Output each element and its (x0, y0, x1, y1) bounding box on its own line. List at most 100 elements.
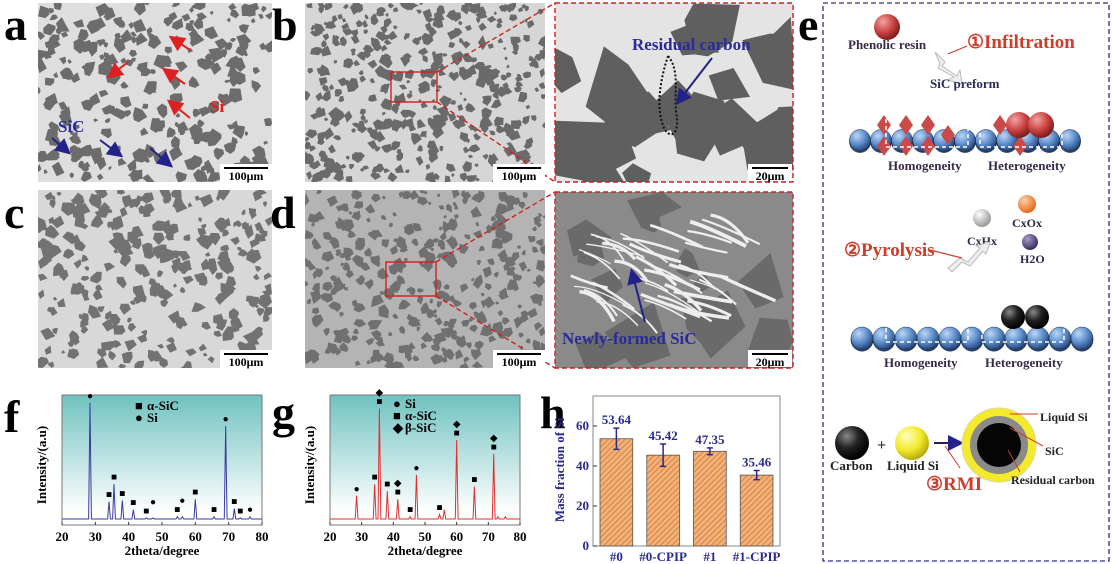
sic-grain (179, 129, 186, 136)
sic-grain (152, 244, 163, 260)
sic-grain (108, 350, 117, 361)
sic-grain (399, 118, 409, 130)
sic-grain (428, 154, 436, 161)
plus-sign: + (877, 437, 886, 454)
sic-grain (264, 11, 272, 20)
sic-grain (74, 212, 85, 228)
sic-grain (80, 276, 90, 282)
sic-grain (742, 33, 793, 90)
newly-formed-sic-streak (595, 235, 645, 259)
sic-grain (310, 25, 316, 31)
newly-formed-sic-streak (657, 294, 713, 323)
y-axis-label: Intensity/(a.u) (302, 426, 317, 504)
sic-grain (369, 278, 374, 284)
sic-grain (386, 118, 393, 123)
residual-carbon-outline (658, 54, 678, 136)
sic-grain (136, 61, 148, 76)
sic-grain (372, 13, 378, 18)
sic-grain (575, 332, 626, 368)
sic-grain (497, 37, 504, 44)
sic-grain (425, 163, 431, 170)
new-sic-arrow (627, 268, 646, 323)
x-tick-label: 50 (156, 529, 169, 544)
sic-grain (321, 250, 335, 262)
sic-grain (406, 3, 419, 11)
sic-grain (488, 83, 500, 94)
sic-grain (166, 337, 175, 344)
sic-grain (472, 62, 487, 72)
sic-grain (443, 214, 447, 219)
ring-sic-label: SiC (1045, 444, 1064, 458)
peak-marker: ■ (237, 506, 243, 517)
sic-grain (418, 84, 431, 94)
sic-grain (60, 269, 69, 282)
x-axis-label: 2theta/degree (388, 543, 463, 558)
sic-grain (330, 287, 337, 295)
sic-grain (493, 271, 499, 278)
sic-particle (1059, 129, 1081, 151)
sic-grain (348, 211, 353, 216)
sic-grain (445, 239, 450, 243)
sic-grain (73, 259, 82, 269)
sic-grain (400, 242, 406, 248)
sic-grain (262, 313, 270, 323)
sic-grain (463, 97, 468, 102)
peak-marker: ■ (395, 487, 401, 498)
newly-formed-sic-streak (586, 243, 644, 258)
sic-grain (123, 110, 132, 117)
sic-grain (66, 121, 71, 127)
sic-grain (321, 90, 331, 102)
sic-grain (306, 171, 312, 180)
sic-grain (517, 91, 528, 103)
sic-grain (53, 3, 62, 11)
sic-grain (622, 163, 652, 182)
sic-grain (480, 292, 485, 297)
sic-grain (80, 99, 94, 111)
sic-grain (61, 350, 66, 354)
sic-particle (849, 129, 871, 151)
sic-grain (38, 5, 50, 19)
sic-grain (252, 273, 260, 281)
sic-grain (133, 3, 146, 16)
sic-grain (48, 8, 54, 14)
sic-grain (165, 195, 172, 202)
sic-grain (520, 310, 530, 318)
newly-formed-sic-streak (649, 223, 704, 249)
sic-grain (493, 11, 498, 16)
sic-grain (84, 266, 90, 272)
sic-grain (310, 46, 322, 56)
sic-grain (108, 165, 112, 171)
sic-particle (850, 326, 874, 350)
sic-grain (350, 35, 360, 45)
sic-particle (960, 326, 984, 350)
peak-marker: ● (179, 496, 185, 507)
sic-grain (245, 295, 254, 303)
peak-marker: ● (413, 463, 419, 474)
peak-marker: ■ (111, 472, 117, 483)
sic-grain (49, 199, 56, 209)
sic-grain (49, 14, 58, 21)
sic-grain (364, 14, 369, 19)
sic-grain (339, 252, 346, 259)
sic-grain (441, 53, 448, 57)
sic-grain (367, 231, 374, 238)
sic-grain (474, 163, 479, 167)
sic-grain (97, 306, 105, 313)
sic-grain (88, 193, 102, 210)
y-tick-label: 60 (576, 418, 589, 433)
newly-formed-sic-streak (684, 241, 728, 254)
sic-grain (503, 47, 507, 51)
sic-grain (473, 311, 482, 319)
sic-grain (202, 352, 208, 357)
sic-grain (311, 177, 319, 182)
sic-grain (173, 200, 188, 213)
sic-grain (343, 286, 349, 291)
sic-grain (251, 80, 262, 93)
sic-grain (141, 242, 154, 253)
sic-grain (80, 171, 92, 182)
newly-formed-sic-streak (573, 285, 627, 306)
sic-grain (311, 29, 321, 37)
sic-grain (486, 15, 497, 23)
residual-carbon-label: Residual carbon (632, 35, 751, 54)
sic-grain (70, 332, 80, 346)
